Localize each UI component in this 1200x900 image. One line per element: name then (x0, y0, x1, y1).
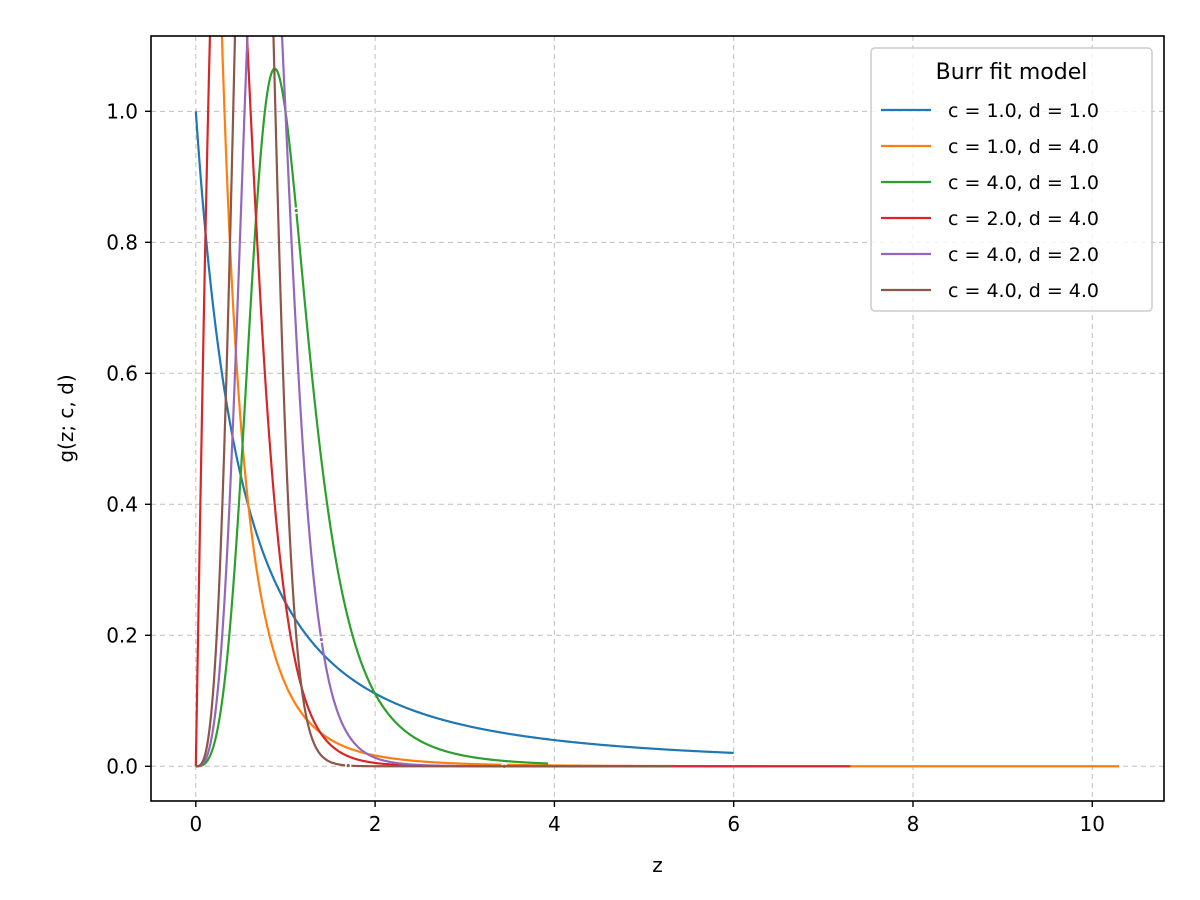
y-axis-label: g(z; c, d) (54, 374, 78, 462)
axis-ticks: 0 2 4 6 8 10 0.0 0.2 0.4 0.6 0.8 1.0 (106, 99, 1105, 836)
series-lines (194, 36, 1120, 770)
y-tick-label: 0.6 (106, 361, 138, 385)
x-tick-label: 10 (1080, 812, 1105, 836)
x-axis-label: z (652, 853, 663, 877)
series-line (195, 36, 672, 768)
legend-title: Burr fit model (936, 60, 1088, 85)
legend-box (870, 47, 1153, 312)
y-tick-label: 0.0 (106, 754, 138, 778)
y-tick-label: 0.8 (106, 230, 138, 254)
x-tick-label: 4 (548, 812, 561, 836)
x-tick-label: 2 (369, 812, 382, 836)
legend-entry-label: c = 2.0, d = 4.0 (948, 208, 1099, 230)
x-tick-label: 8 (907, 812, 920, 836)
legend-entry-label: c = 1.0, d = 1.0 (948, 100, 1099, 122)
series-marker (293, 207, 300, 214)
series-marker (318, 636, 325, 643)
legend-entry-label: c = 4.0, d = 2.0 (948, 244, 1099, 266)
x-tick-label: 0 (189, 812, 202, 836)
legend-entry-label: c = 4.0, d = 1.0 (948, 172, 1099, 194)
y-tick-label: 1.0 (106, 99, 138, 123)
grid (151, 36, 1164, 801)
plot-frame (150, 35, 1165, 802)
legend-entry-label: c = 1.0, d = 4.0 (948, 136, 1099, 158)
series-line (195, 67, 549, 768)
series-marker (345, 762, 352, 769)
x-tick-label: 6 (727, 812, 740, 836)
legend: Burr fit model c = 1.0, d = 1.0 c = 1.0, … (870, 47, 1153, 312)
y-tick-label: 0.2 (106, 623, 138, 647)
legend-entry-label: c = 4.0, d = 4.0 (948, 280, 1099, 302)
y-tick-label: 0.4 (106, 492, 138, 516)
